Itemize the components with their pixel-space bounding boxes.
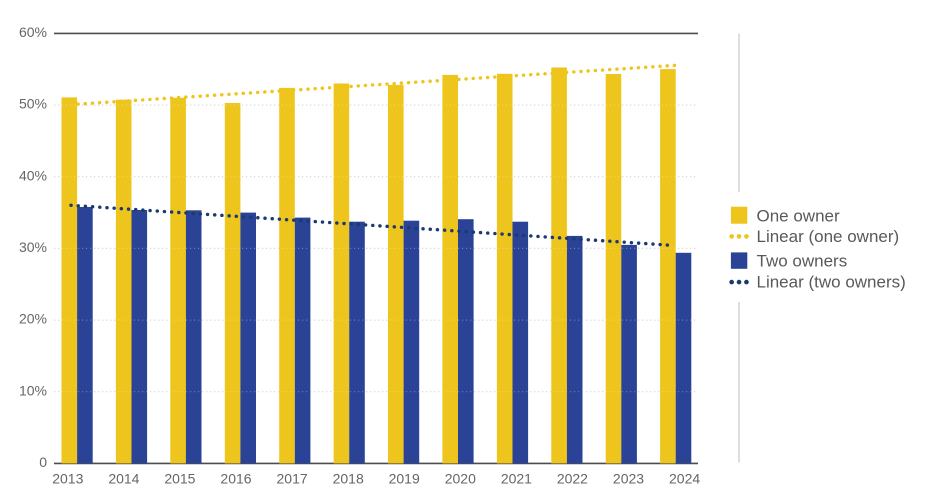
svg-text:10%: 10% (19, 382, 47, 398)
svg-text:20%: 20% (19, 311, 47, 327)
svg-text:2024: 2024 (669, 471, 700, 487)
svg-text:2023: 2023 (613, 471, 644, 487)
svg-text:2015: 2015 (164, 471, 195, 487)
svg-text:2017: 2017 (277, 471, 308, 487)
svg-text:0: 0 (39, 454, 47, 470)
svg-text:2020: 2020 (445, 471, 476, 487)
svg-text:Linear (two owners): Linear (two owners) (757, 273, 906, 292)
svg-text:2022: 2022 (557, 471, 588, 487)
svg-text:One owner: One owner (757, 207, 840, 226)
svg-text:2021: 2021 (501, 471, 532, 487)
svg-text:50%: 50% (19, 96, 47, 112)
svg-text:2019: 2019 (389, 471, 420, 487)
svg-text:Linear (one owner): Linear (one owner) (757, 227, 900, 246)
svg-text:30%: 30% (19, 239, 47, 255)
svg-text:Two owners: Two owners (757, 252, 848, 271)
svg-text:60%: 60% (19, 24, 47, 40)
svg-text:2018: 2018 (333, 471, 364, 487)
svg-text:2013: 2013 (52, 471, 83, 487)
svg-text:2014: 2014 (108, 471, 139, 487)
svg-text:2016: 2016 (220, 471, 251, 487)
svg-text:40%: 40% (19, 167, 47, 183)
